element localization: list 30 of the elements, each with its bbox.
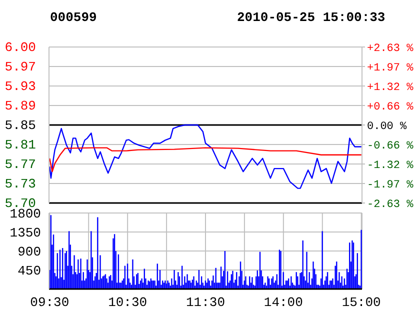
chart-title: 000599 xyxy=(50,10,97,25)
x-tick-label: 10:30 xyxy=(108,295,148,310)
y-tick-label: 5.81 xyxy=(4,138,36,152)
y2-tick-label: 0.00 % xyxy=(367,121,408,133)
y-tick-label: 450 xyxy=(18,264,41,279)
y2-tick-label: +0.66 % xyxy=(367,102,414,114)
x-tick-label: 15:00 xyxy=(342,295,381,310)
y2-tick-label: +2.63 % xyxy=(367,43,414,55)
y2-tick-label: -2.63 % xyxy=(367,199,414,211)
y-tick-label: 5.73 xyxy=(4,176,36,192)
y-tick-label: 1350 xyxy=(10,226,41,241)
y-tick-label: 5.89 xyxy=(4,98,36,114)
y2-tick-label: +1.97 % xyxy=(367,62,414,74)
y-tick-label: 5.97 xyxy=(4,60,36,74)
line-series xyxy=(49,147,362,172)
y-tick-label: 5.85 xyxy=(4,118,36,133)
x-tick-label: 09:30 xyxy=(30,295,70,310)
x-tick-label: 14:00 xyxy=(264,295,303,310)
y-tick-label: 5.77 xyxy=(4,157,36,172)
chart-subtitle: 2010-05-25 15:00:33 xyxy=(237,10,386,25)
y-tick-label: 5.93 xyxy=(4,79,36,94)
y2-tick-label: -0.66 % xyxy=(367,140,414,152)
y2-tick-label: -1.32 % xyxy=(367,160,414,172)
y-tick-label: 1800 xyxy=(10,206,41,222)
y-tick-label: 6.00 xyxy=(4,40,36,55)
y2-tick-label: -1.97 % xyxy=(367,180,414,192)
line-series xyxy=(49,124,362,189)
x-tick-label: 11:30 xyxy=(186,295,226,310)
y-tick-label: 900 xyxy=(18,244,41,260)
y2-tick-label: +1.32 % xyxy=(367,82,414,94)
